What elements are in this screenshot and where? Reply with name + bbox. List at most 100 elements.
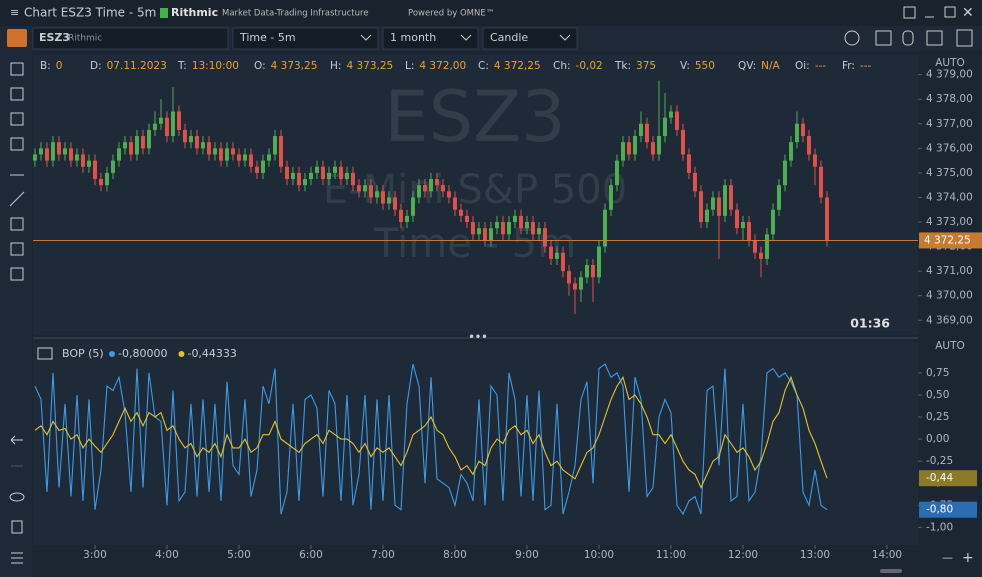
info-value: 0 — [56, 60, 63, 72]
candle-body — [584, 265, 589, 278]
candle-body — [488, 228, 493, 241]
candle-body — [56, 142, 61, 155]
candle-body — [164, 117, 169, 137]
candle-body — [200, 142, 205, 149]
y-tick-label: 4 371,00 — [926, 265, 973, 277]
candle-body — [674, 111, 679, 130]
candle-body — [110, 160, 115, 173]
last-value-label: -0,80 — [926, 504, 953, 516]
candle-body — [428, 179, 433, 192]
info-value: --- — [860, 60, 872, 72]
y-tick-label: 4 374,00 — [926, 191, 973, 203]
candle-body — [782, 160, 787, 186]
candle-body — [320, 166, 325, 180]
candle-body — [284, 166, 289, 180]
indicator-scale-mode[interactable]: AUTO — [935, 340, 965, 352]
candle-body — [410, 197, 415, 216]
maximize-button[interactable] — [944, 6, 956, 18]
info-value: -0,02 — [576, 60, 603, 72]
x-tick-label: 12:00 — [728, 549, 758, 561]
price-scale-mode[interactable]: AUTO — [935, 57, 965, 69]
info-value: 550 — [695, 60, 715, 72]
candle-body — [440, 185, 445, 192]
x-tick-label: 7:00 — [371, 549, 395, 561]
candle-body — [614, 160, 619, 186]
candle-body — [380, 191, 385, 204]
candle-body — [572, 283, 577, 290]
candle-body — [266, 154, 271, 161]
candle-body — [710, 197, 715, 210]
candle-body — [470, 222, 475, 235]
panel-toggle[interactable] — [7, 29, 27, 47]
candle-body — [80, 154, 85, 167]
candle-body — [638, 123, 643, 137]
candle-body — [818, 166, 823, 198]
close-button[interactable]: ✕ — [962, 5, 974, 21]
candle-body — [788, 142, 793, 161]
candle-body — [362, 185, 367, 192]
style-select[interactable] — [482, 27, 578, 50]
candle-body — [230, 148, 235, 155]
indicator-panel — [33, 342, 918, 545]
last-value-box — [919, 501, 977, 518]
info-value: 4 372,25 — [494, 60, 541, 72]
candle-body — [140, 136, 145, 149]
toolbar-icons — [844, 29, 973, 47]
x-tick-label: 11:00 — [656, 549, 686, 561]
info-label: Fr: — [842, 60, 855, 72]
info-label: H: — [330, 60, 341, 72]
candle-body — [806, 136, 811, 155]
x-tick-label: 14:00 — [872, 549, 902, 561]
interval-select[interactable] — [232, 27, 379, 50]
scrollbar[interactable] — [880, 569, 902, 573]
candle-body — [104, 172, 109, 186]
candle-body — [86, 160, 91, 167]
candle-body — [662, 117, 667, 137]
candle-body — [458, 209, 463, 216]
candle-body — [536, 228, 541, 235]
candle-body — [236, 154, 241, 161]
candle-body — [740, 222, 745, 229]
countdown: 01:36 — [850, 316, 890, 331]
candle-body — [122, 142, 127, 149]
x-tick-label: 6:00 — [299, 549, 323, 561]
candle-body — [704, 209, 709, 223]
candle-body — [62, 148, 67, 155]
y-tick-label: 4 369,00 — [926, 314, 973, 326]
candle-body — [278, 136, 283, 167]
x-tick-label: 3:00 — [83, 549, 107, 561]
left-toolbar — [0, 51, 32, 577]
period-select[interactable] — [382, 27, 479, 50]
menu-icon[interactable]: ≡ — [10, 6, 19, 19]
info-value: --- — [815, 60, 827, 72]
candle-body — [338, 166, 343, 180]
legend-dot — [109, 351, 115, 357]
info-label: Ch: — [553, 60, 571, 72]
x-tick-label: 4:00 — [155, 549, 179, 561]
candle-body — [422, 185, 427, 192]
candle-body — [554, 252, 559, 259]
candle-body — [770, 209, 775, 235]
zoom-in[interactable]: + — [962, 550, 974, 566]
zoom-out[interactable]: — — [942, 551, 953, 564]
y-tick-label: 0,25 — [926, 411, 949, 423]
watermark-name: E-Mini S&P 500 — [323, 167, 627, 213]
candle-body — [206, 142, 211, 155]
candle-body — [188, 136, 193, 143]
candle-body — [524, 222, 529, 229]
divider-handle[interactable]: ••• — [468, 332, 487, 343]
style: Candle — [490, 31, 528, 44]
candle-body — [824, 197, 829, 241]
candle-body — [620, 142, 625, 161]
candle-body — [194, 136, 199, 149]
candle-body — [182, 129, 187, 143]
candle-body — [374, 191, 379, 198]
info-label: Tk: — [614, 60, 631, 72]
candle-body — [476, 228, 481, 235]
symbol-box[interactable] — [32, 27, 229, 50]
y-tick-label: 4 379,00 — [926, 69, 973, 81]
expand-button[interactable] — [903, 6, 916, 19]
candle-body — [812, 154, 817, 167]
last-value-label: -0,44 — [926, 472, 953, 484]
